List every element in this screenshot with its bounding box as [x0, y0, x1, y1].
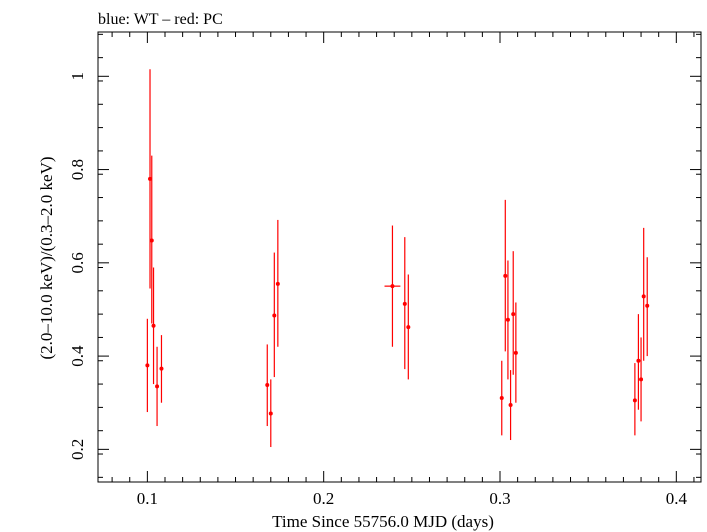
data-point: [159, 366, 164, 371]
data-point: [265, 383, 270, 388]
y-tick-label: 1: [68, 72, 87, 81]
data-point: [272, 313, 277, 318]
data-point: [268, 411, 273, 416]
data-point: [503, 273, 508, 278]
chart-title: blue: WT – red: PC: [98, 11, 223, 28]
data-point: [151, 323, 156, 328]
data-point: [145, 363, 150, 368]
plot-frame: [97, 31, 702, 483]
data-point: [641, 294, 646, 299]
data-point: [632, 398, 637, 403]
data-point: [513, 350, 518, 355]
axes: 0.1 0.2 0.3 0.4 0.2 0.4 0.6 0.8 1: [68, 32, 701, 508]
data-point: [275, 281, 280, 286]
y-tick-label: 0.8: [68, 159, 87, 180]
data-point: [505, 317, 510, 322]
x-tick-label: 0.3: [489, 489, 510, 508]
data-point: [499, 396, 504, 401]
data-point: [402, 301, 407, 306]
data-point: [508, 403, 513, 408]
data-point: [390, 284, 395, 289]
data-point: [149, 238, 154, 243]
data-point: [636, 358, 641, 363]
y-tick-label: 0.6: [68, 252, 87, 273]
data-point: [148, 176, 153, 181]
x-axis-label: Time Since 55756.0 MJD (days): [272, 512, 494, 531]
x-tick-label: 0.1: [137, 489, 158, 508]
data-point: [645, 303, 650, 308]
x-tick-label: 0.2: [313, 489, 334, 508]
x-tick-label: 0.4: [666, 489, 688, 508]
data-point: [406, 325, 411, 330]
data-point: [155, 384, 160, 389]
data-point: [639, 377, 644, 382]
y-tick-label: 0.2: [68, 439, 87, 460]
y-axis-label: (2.0–10.0 keV)/(0.3–2.0 keV): [37, 156, 56, 359]
y-tick-label: 0.4: [68, 345, 87, 367]
data-point: [511, 312, 516, 317]
data-marks: [145, 69, 650, 448]
